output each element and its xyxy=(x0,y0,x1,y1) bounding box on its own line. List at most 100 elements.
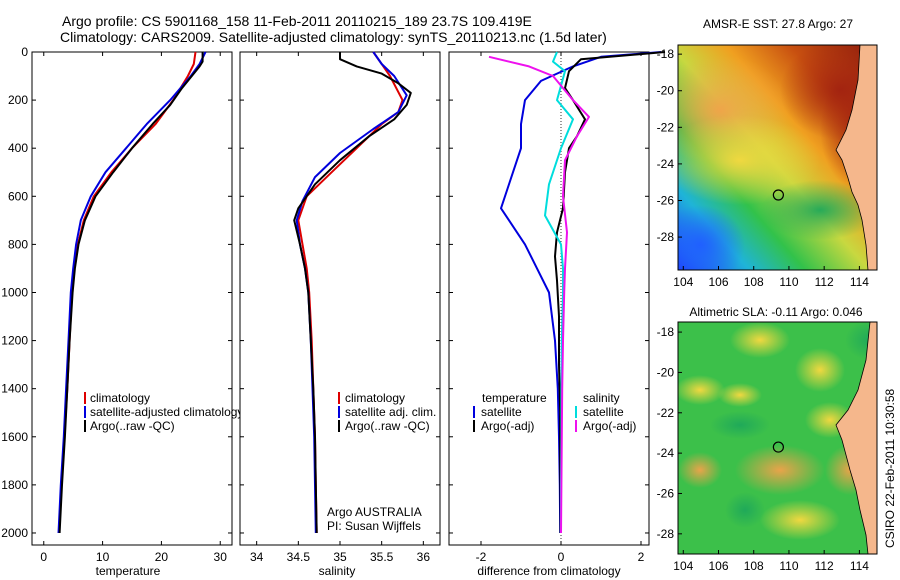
legend-label-climatology: climatology xyxy=(345,391,405,405)
x-tick-label: -2 xyxy=(476,550,487,564)
series-line-argo xyxy=(58,52,204,534)
legend-label-satellite: satellite adj. clim. xyxy=(345,405,436,419)
lat-tick-label: -22 xyxy=(657,120,675,134)
lon-tick-label: 106 xyxy=(708,559,728,573)
sla-lon-axis: 104 106 108 110 112 114 xyxy=(673,550,869,573)
lon-tick-label: 108 xyxy=(744,559,764,573)
x-tick-label: 36 xyxy=(417,550,431,564)
series-line-salinity-argo xyxy=(488,55,590,534)
difference-legend: temperature satellite Argo(-adj) salinit… xyxy=(473,391,636,433)
sst-map-frame xyxy=(677,44,878,271)
sla-map-title: Altimetric SLA: -0.11 Argo: 0.046 xyxy=(689,305,863,319)
y-tick-label: 1000 xyxy=(1,285,28,299)
lon-tick-label: 106 xyxy=(708,275,728,289)
sla-map-panel: Altimetric SLA: -0.11 Argo: 0.046 -18 -20… xyxy=(657,305,878,573)
sla-lat-axis: -18 -20 -22 -24 -26 -28 xyxy=(657,325,682,541)
salinity-legend: climatology satellite adj. clim. Argo(..… xyxy=(338,391,436,433)
lat-tick-label: -24 xyxy=(657,157,675,171)
x-tick-label: 35 xyxy=(333,550,347,564)
lon-tick-label: 104 xyxy=(673,275,693,289)
salinity-profile-panel: 34 34.5 35 35.5 36 salinity climatology sate… xyxy=(239,51,441,578)
lon-tick-label: 104 xyxy=(673,559,693,573)
lat-tick-label: -22 xyxy=(657,406,675,420)
lat-tick-label: -26 xyxy=(657,193,675,207)
x-tick-label: 0 xyxy=(40,550,47,564)
x-tick-label: 2 xyxy=(638,550,645,564)
temperature-axes-frame xyxy=(31,51,233,546)
y-tick-label: 800 xyxy=(8,237,28,251)
argo-float-marker xyxy=(772,189,784,201)
y-tick-label: 1200 xyxy=(1,334,28,348)
lat-tick-label: -28 xyxy=(657,527,675,541)
legend-label-climatology: climatology xyxy=(90,391,150,405)
temperature-lines xyxy=(57,51,207,534)
lon-tick-label: 112 xyxy=(815,275,834,289)
lon-tick-label: 108 xyxy=(744,275,764,289)
lat-tick-label: -26 xyxy=(657,486,675,500)
y-tick-label: 0 xyxy=(21,45,28,59)
salinity-xlabel: salinity xyxy=(319,564,356,578)
legend-label-argo: Argo(..raw -QC) xyxy=(345,419,430,433)
series-line-temperature-satellite xyxy=(500,51,662,534)
salinity-y-ticks xyxy=(240,51,440,534)
temperature-xlabel: temperature xyxy=(96,564,161,578)
sst-map-title: AMSR-E SST: 27.8 Argo: 27 xyxy=(703,17,853,31)
lat-tick-label: -18 xyxy=(657,47,675,61)
x-tick-label: 35.5 xyxy=(370,550,394,564)
difference-y-ticks xyxy=(449,51,649,534)
series-line-argo xyxy=(293,52,412,534)
argo-float-marker xyxy=(772,441,784,453)
y-tick-label: 200 xyxy=(8,93,28,107)
lat-tick-label: -20 xyxy=(657,365,675,379)
legend-label-temp-satellite: satellite xyxy=(481,405,522,419)
difference-xlabel: difference from climatology xyxy=(477,564,620,578)
series-line-satellite xyxy=(57,51,207,534)
salinity-x-axis: 34 34.5 35 35.5 36 xyxy=(250,52,430,564)
figure-title-line1: Argo profile: CS 5901168_158 11-Feb-2011… xyxy=(62,13,532,29)
sst-lon-axis: 104 106 108 110 112 114 xyxy=(673,266,869,289)
legend-title-temperature: temperature xyxy=(482,391,547,405)
y-tick-label: 600 xyxy=(8,189,28,203)
lat-tick-label: -18 xyxy=(657,325,675,339)
sst-map-panel: AMSR-E SST: 27.8 Argo: 27 -18 -20 -22 -24 -2… xyxy=(657,17,878,289)
x-tick-label: 10 xyxy=(96,550,110,564)
y-tick-label: 1400 xyxy=(1,382,28,396)
lon-tick-label: 110 xyxy=(779,559,798,573)
difference-profile-panel: -2 0 2 difference from climatology tempera… xyxy=(448,51,666,578)
figure-title-line2: Climatology: CARS2009. Satellite-adjuste… xyxy=(60,29,607,45)
x-tick-label: 0 xyxy=(558,550,565,564)
lat-tick-label: -20 xyxy=(657,84,675,98)
lon-tick-label: 110 xyxy=(779,275,798,289)
lon-tick-label: 114 xyxy=(850,275,869,289)
land-australia xyxy=(835,322,877,554)
temperature-x-axis: 0 10 20 30 xyxy=(40,52,227,564)
y-tick-label: 1600 xyxy=(1,430,28,444)
legend-label-sal-satellite: satellite xyxy=(583,405,624,419)
lat-tick-label: -28 xyxy=(657,230,675,244)
y-tick-label: 2000 xyxy=(1,526,28,540)
y-tick-label: 400 xyxy=(8,141,28,155)
temperature-profile-panel: 0 200 400 600 800 1000 1200 1400 1600 1800 2000 0 1… xyxy=(1,45,243,578)
legend-label-satellite: satellite-adjusted climatology xyxy=(90,405,243,419)
legend-title-salinity: salinity xyxy=(583,391,620,405)
argo-australia-label: Argo AUSTRALIA xyxy=(327,505,422,519)
sla-map-frame xyxy=(677,321,878,555)
salinity-lines xyxy=(293,51,412,534)
y-tick-label: 1800 xyxy=(1,478,28,492)
salinity-axes-frame xyxy=(239,51,441,546)
temperature-legend: climatology satellite-adjusted climatolo… xyxy=(84,391,243,433)
x-tick-label: 30 xyxy=(214,550,228,564)
legend-label-temp-argo: Argo(-adj) xyxy=(481,419,534,433)
series-line-temperature-argo xyxy=(554,51,666,533)
lon-tick-label: 112 xyxy=(815,559,834,573)
sla-field xyxy=(678,322,877,554)
sst-field xyxy=(678,45,877,270)
depth-axis: 0 200 400 600 800 1000 1200 1400 1600 1800 2000 xyxy=(1,45,232,540)
x-tick-label: 34.5 xyxy=(287,550,311,564)
sst-lat-axis: -18 -20 -22 -24 -26 -28 xyxy=(657,47,682,244)
difference-lines xyxy=(488,51,666,534)
land-australia xyxy=(835,45,877,270)
lat-tick-label: -24 xyxy=(657,446,675,460)
pi-label: PI: Susan Wijffels xyxy=(327,519,421,533)
